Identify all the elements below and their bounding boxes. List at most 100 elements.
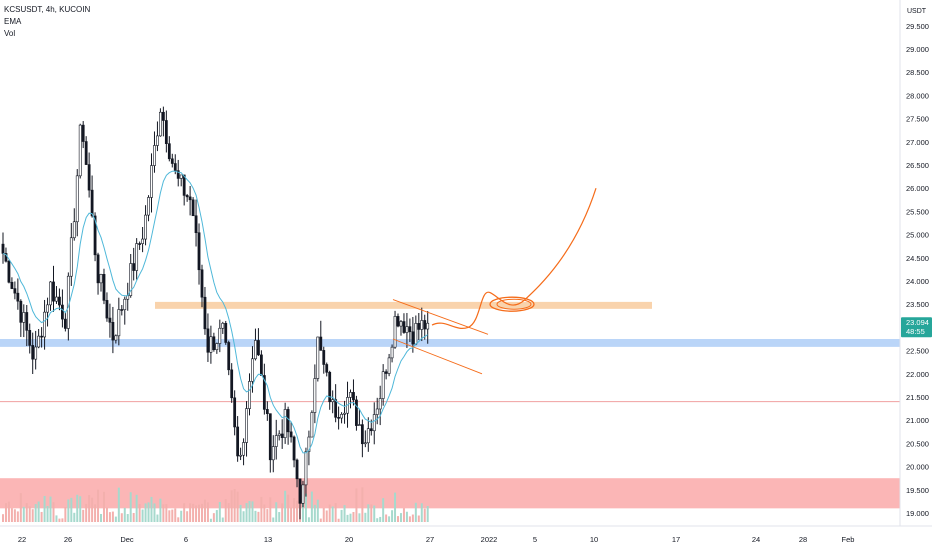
candle-body (111, 322, 115, 341)
time-tick-label: 20 (345, 535, 353, 544)
price-axis[interactable]: USDT 19.000 19.500 20.000 20.500 21.000 21.500… (899, 0, 932, 550)
candle-body (117, 309, 121, 337)
volume-bar (153, 503, 156, 522)
candle-body (40, 335, 44, 338)
candle-body (310, 412, 314, 438)
volume-bar (337, 518, 340, 522)
candle-body (69, 237, 73, 277)
volume-bar (236, 491, 239, 522)
time-tick-label: 17 (672, 535, 680, 544)
volume-bar (31, 509, 34, 522)
volume-bar (352, 512, 355, 522)
candle-body (99, 274, 103, 284)
volume-bar (358, 513, 361, 522)
time-tick-label: Feb (842, 535, 855, 544)
volume-bar (296, 500, 299, 522)
volume-bar (55, 515, 58, 522)
candle-body (203, 296, 207, 330)
volume-bar (414, 502, 417, 522)
volume-bar (334, 503, 337, 522)
volume-bar (111, 511, 114, 522)
volume-bar (373, 505, 376, 522)
drawing-zones (0, 301, 900, 509)
volume-bar (233, 488, 236, 522)
symbol-title[interactable]: KCSUSDT, 4h, KUCOIN (4, 5, 91, 14)
volume-bar (361, 487, 364, 522)
candle-body (173, 163, 177, 171)
candle-body (420, 320, 424, 330)
volume-bar (171, 509, 174, 522)
price-tick-label: 26.500 (906, 161, 929, 170)
candle-body (105, 300, 109, 319)
candle-body (381, 371, 385, 399)
time-tick-label: Dec (120, 535, 134, 544)
candle-body (322, 350, 326, 365)
volume-indicator-label[interactable]: Vol (4, 29, 16, 38)
volume-bar (126, 514, 129, 522)
volume-bar (43, 495, 46, 522)
candle-body (108, 317, 112, 323)
ema-path (2, 170, 428, 454)
volume-bar (325, 510, 328, 522)
candle-body (357, 424, 361, 426)
volume-bar (254, 510, 257, 522)
candle-body (153, 145, 156, 166)
candle-body (194, 215, 198, 234)
candle-body (292, 436, 296, 461)
candle-body (37, 335, 41, 348)
candle-body (251, 358, 254, 382)
candle-body (355, 399, 358, 426)
volume-bar (162, 504, 165, 522)
candle-body (179, 174, 183, 179)
time-axis[interactable]: 22 26 Dec 6 13 20 27 2022 5 10 17 24 28 Feb (0, 525, 932, 550)
volume-bar (28, 506, 31, 522)
candle-body (93, 215, 97, 256)
projected-path (431, 188, 597, 329)
time-axis-bg (0, 526, 932, 550)
candle-body (378, 398, 382, 410)
volume-bar (156, 514, 159, 522)
volume-bar (263, 504, 266, 522)
candle-body (245, 408, 248, 443)
demand-zone (0, 478, 900, 509)
volume-bar (364, 512, 367, 522)
candle-body (7, 260, 11, 283)
candle-body (372, 414, 376, 432)
price-tick-label: 23.500 (906, 300, 929, 309)
candle-body (363, 442, 367, 445)
volume-bar (79, 496, 82, 522)
volume-bar (64, 507, 67, 522)
candle-body (34, 346, 38, 360)
candle-body (340, 413, 343, 419)
volume-bar (58, 518, 61, 522)
time-tick-label: 27 (426, 535, 434, 544)
candle-body (274, 435, 278, 447)
candle-body (375, 408, 379, 415)
volume-bar (370, 504, 373, 522)
candle-body (236, 426, 240, 457)
candle-body (161, 111, 165, 121)
volume-bar (227, 503, 230, 522)
volume-bar (114, 516, 117, 522)
volume-bar (269, 497, 272, 522)
volume-bar (37, 501, 40, 522)
ema-indicator-label[interactable]: EMA (4, 17, 22, 26)
support-band (0, 339, 900, 347)
volume-bar (177, 517, 180, 522)
candle-body (423, 320, 427, 330)
volume-bar (343, 505, 346, 522)
candle-body (25, 312, 29, 331)
volume-bar (313, 504, 316, 522)
candle-body (224, 322, 228, 343)
price-tick-label: 19.000 (906, 509, 929, 518)
candle-body (200, 269, 204, 298)
volume-bar (319, 518, 322, 522)
candle-body (334, 399, 338, 418)
volume-bar (215, 510, 218, 522)
volume-bar (73, 512, 76, 522)
candle-body (218, 327, 222, 344)
volume-bar (239, 504, 242, 522)
candle-body (265, 409, 269, 414)
candle-body (182, 174, 186, 196)
